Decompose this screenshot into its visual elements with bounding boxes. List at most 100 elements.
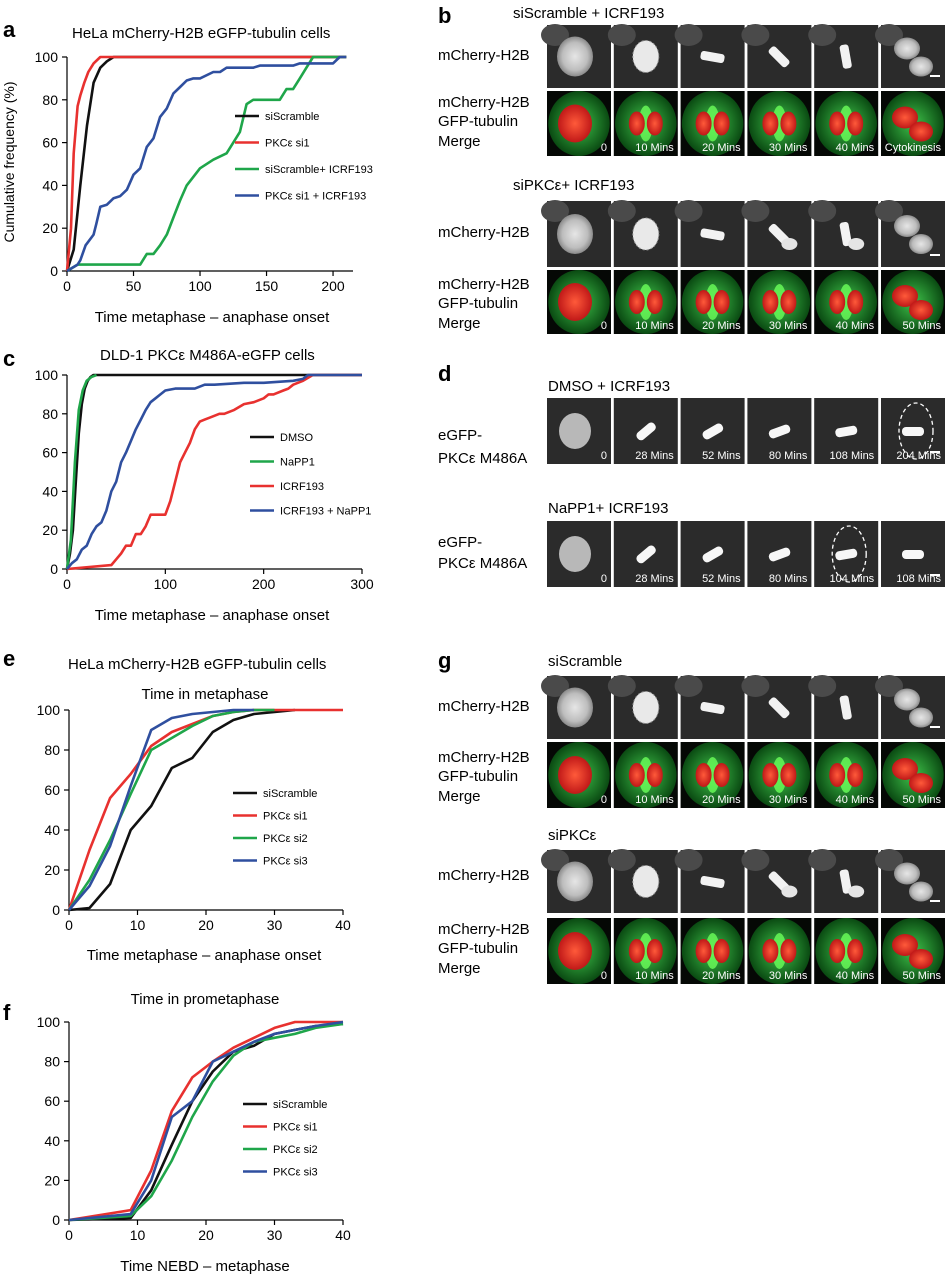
chromatin-plate (768, 424, 791, 439)
panel-e-title: HeLa mCherry-H2B eGFP-tubulin cells (68, 656, 326, 673)
y-tick-label: 60 (42, 135, 58, 151)
daughter-nucleus-red (892, 758, 918, 780)
panel-g-strip-1-merge: 0 10 Mins 20 Mins 30 Mins 40 Mins 50 Mins (547, 742, 945, 808)
chromosomes-red (646, 939, 663, 963)
panel-g-cond2: siPKCε (548, 827, 597, 844)
time-label: 10 Mins (635, 142, 674, 154)
panel-d-cond2: NaPP1+ ICRF193 (548, 500, 668, 517)
y-tick-label: 40 (44, 1133, 60, 1149)
time-label: 0 (601, 970, 607, 982)
chromosomes-red (628, 939, 645, 963)
nucleus-red (558, 104, 592, 143)
chromosomes-red (695, 111, 712, 136)
chromosomes-red (646, 111, 663, 136)
chromosomes-red (713, 111, 730, 136)
daughter-nucleus (909, 56, 933, 77)
daughter-chromatin (848, 238, 865, 250)
nucleus-bg (875, 24, 903, 46)
y-tick-label: 40 (42, 483, 58, 499)
x-tick-label: 0 (65, 1227, 73, 1243)
panel-letter-e: e (3, 646, 15, 671)
panel-g-row2-label-2a: mCherry-H2B (438, 921, 530, 938)
daughter-nucleus-red (892, 106, 918, 129)
panel-g-strip-2-h2b (541, 849, 945, 913)
panel-b-row2-label-2b: GFP-tubulin (438, 295, 518, 312)
chart-c: 0 100 200 300 0 20 40 60 80 100 DMSO NaPP1 ICRF193 IC… (35, 367, 374, 592)
nucleus-bg (808, 24, 837, 46)
chromosomes-red (762, 763, 779, 787)
y-tick-label: 20 (44, 1172, 60, 1188)
legend-label-3: siScramble+ ICRF193 (265, 164, 373, 176)
time-label: 30 Mins (769, 794, 808, 806)
y-tick-label: 0 (52, 1212, 60, 1228)
x-tick-label: 30 (267, 917, 283, 933)
nucleus-bg (875, 200, 903, 222)
legend-label-4: PKCε si3 (273, 1167, 318, 1179)
nucleus-red (558, 932, 592, 970)
time-label: 50 Mins (902, 320, 941, 332)
panel-g-row2-label-2b: GFP-tubulin (438, 940, 518, 957)
panel-b-cond2: siPKCε+ ICRF193 (513, 177, 634, 194)
nucleus-bg (741, 849, 770, 871)
time-label: 0 (601, 142, 607, 154)
panel-g-row1-label-2: mCherry-H2B (438, 867, 530, 884)
panel-d-strip-2: 0 28 Mins 52 Mins 80 Mins 104 Mins 108 Mins (547, 521, 945, 587)
daughter-nucleus-red (909, 949, 933, 969)
panel-letter-b: b (438, 3, 451, 28)
spindle (772, 933, 787, 969)
spindle (638, 933, 653, 969)
spindle (638, 105, 653, 142)
panel-g-row2-label-1c: Merge (438, 788, 481, 805)
chromosomes-red (628, 111, 645, 136)
chromosomes-red (847, 290, 864, 314)
chromosomes-red (713, 763, 730, 787)
nucleus-bg (607, 849, 636, 871)
chromosomes-red (695, 290, 712, 314)
y-tick-label: 100 (35, 367, 59, 383)
series-line-4 (68, 708, 254, 911)
legend-label-2: NaPP1 (280, 457, 315, 469)
condensed-chromatin (632, 217, 660, 251)
time-label: 30 Mins (769, 320, 808, 332)
nucleus-bg (875, 675, 903, 697)
panel-b-row1-label-1: mCherry-H2B (438, 47, 530, 64)
panel-b-row2-label-2a: mCherry-H2B (438, 276, 530, 293)
metaphase-plate (700, 228, 725, 241)
daughter-chromatin (848, 885, 865, 898)
x-tick-label: 10 (130, 917, 146, 933)
x-tick-label: 150 (255, 278, 279, 294)
chromosomes-red (713, 290, 730, 314)
nucleus-bg (674, 675, 703, 697)
spindle (705, 933, 720, 969)
daughter-nucleus (909, 234, 933, 254)
metaphase-plate (700, 701, 725, 715)
time-label: 52 Mins (702, 573, 741, 585)
nucleus (559, 536, 591, 572)
legend-label-4: ICRF193 + NaPP1 (280, 506, 371, 518)
spindle (638, 284, 653, 320)
panel-g-strip-2-merge: 0 10 Mins 20 Mins 30 Mins 40 Mins 50 Mins (547, 918, 945, 984)
panel-d-row-label-2b: PKCε M486A (438, 555, 527, 572)
legend-label-2: PKCε si1 (263, 811, 308, 823)
y-tick-label: 80 (42, 92, 58, 108)
chromosomes-red (646, 763, 663, 787)
panel-b-row2-label-1a: mCherry-H2B (438, 94, 530, 111)
panel-d-row-label-1b: PKCε M486A (438, 450, 527, 467)
chromatin-plate (702, 423, 724, 440)
series-line-3 (67, 708, 275, 911)
panel-e-subtitle: Time in metaphase (141, 686, 268, 703)
legend-label-3: ICRF193 (280, 481, 324, 493)
x-tick-label: 40 (335, 917, 351, 933)
nucleus (559, 413, 591, 449)
metaphase-plate (839, 695, 852, 720)
chart-e: 0 10 20 30 40 0 20 40 60 80 100 siScramble PKCε si1 P… (37, 702, 351, 933)
series-line-4 (68, 1020, 344, 1222)
chromosomes-red (829, 111, 846, 136)
x-tick-label: 20 (198, 917, 214, 933)
time-label: 0 (601, 450, 607, 462)
x-tick-label: 10 (130, 1227, 146, 1243)
x-tick-label: 200 (252, 576, 276, 592)
daughter-nucleus-red (909, 300, 933, 320)
chromosomes-red (762, 290, 779, 314)
panel-d-strip-1: 0 28 Mins 52 Mins 80 Mins 108 Mins 204 Mins (547, 398, 945, 464)
